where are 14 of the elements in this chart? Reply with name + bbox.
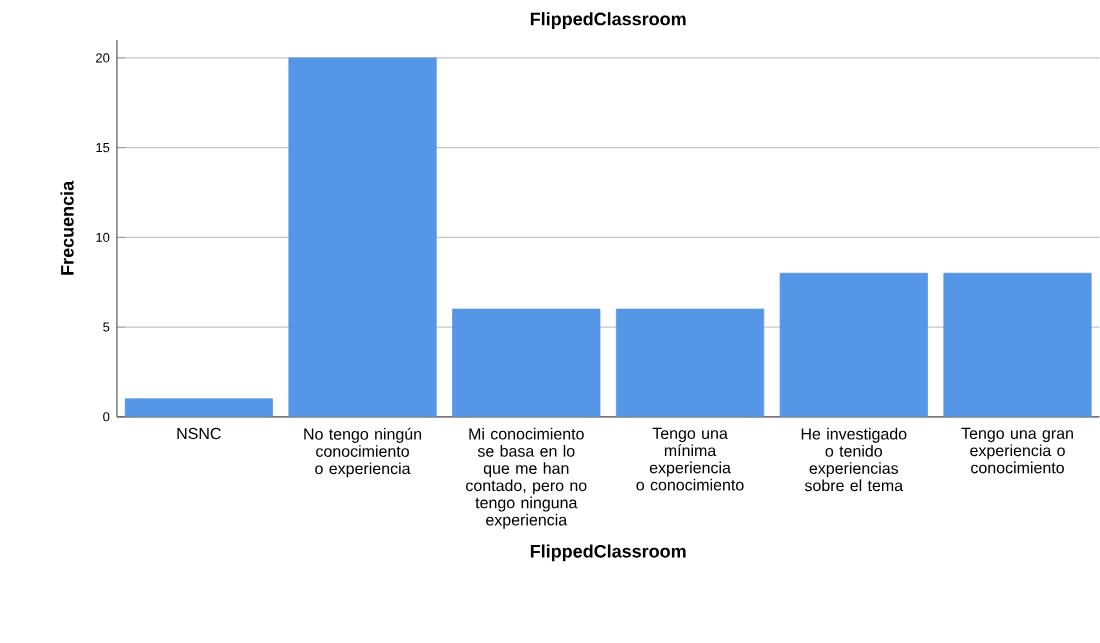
x-tick-label: No tengo ningún conocimiento o experiencia (304, 427, 422, 478)
x-tick-label: NSNC (177, 428, 221, 440)
y-axis-title: Frecuencia (60, 180, 74, 275)
y-tick-label: 10 (96, 232, 110, 243)
y-tick-label: 20 (96, 53, 110, 63)
x-tick-label: Tengo una gran experiencia o conocimiento (961, 428, 1073, 474)
x-tick-label: Tengo una mínima experiencia o conocimiento (636, 428, 744, 491)
x-tick-label: Mi conocimiento se basa en lo que me han contado, pero no tengo ninguna experiencia (466, 428, 587, 529)
chart-title: FlippedClassroom (530, 12, 686, 30)
x-tick-label: He investigado o tenido experiencias sobre el tema (801, 428, 907, 492)
y-tick-label: 5 (103, 322, 110, 332)
x-axis-title: FlippedClassroom (530, 544, 686, 562)
y-tick-label: 15 (96, 143, 110, 153)
y-tick-label: 0 (103, 412, 110, 422)
